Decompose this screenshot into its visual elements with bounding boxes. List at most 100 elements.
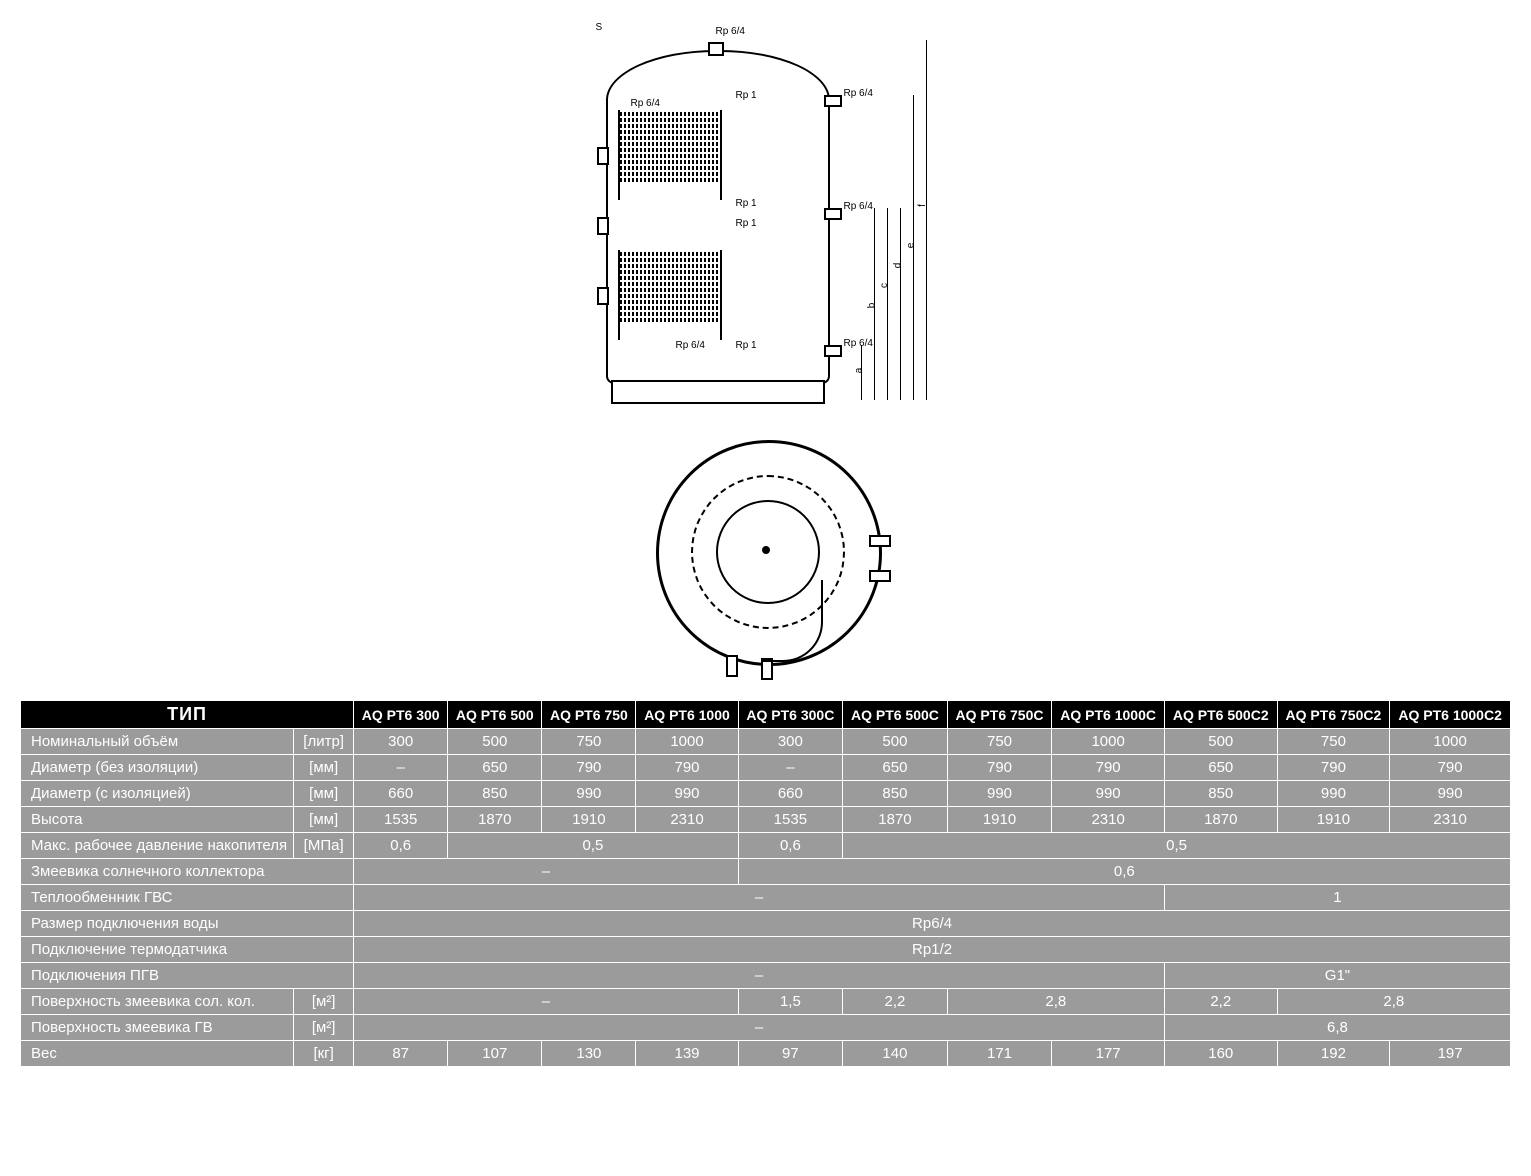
cell: 650 bbox=[1164, 755, 1277, 781]
cell: 300 bbox=[738, 729, 843, 755]
row-label: Макс. рабочее давление накопителя bbox=[21, 833, 294, 859]
cell: 2310 bbox=[1390, 807, 1511, 833]
row-label: Подключение термодатчика bbox=[21, 937, 354, 963]
table-row: Номинальный объём[литр]30050075010003005… bbox=[21, 729, 1511, 755]
header-type: ТИП bbox=[21, 701, 354, 729]
model-5: AQ PT6 500C bbox=[843, 701, 948, 729]
tank-base bbox=[611, 380, 825, 404]
cell: 750 bbox=[947, 729, 1052, 755]
cell: 130 bbox=[542, 1041, 636, 1067]
cell: 990 bbox=[947, 781, 1052, 807]
dim-a-label: a bbox=[853, 368, 864, 374]
rp64-lower-left: Rp 6/4 bbox=[676, 340, 705, 351]
cell: – bbox=[738, 755, 843, 781]
rp64-upper-left: Rp 6/4 bbox=[631, 98, 660, 109]
model-6: AQ PT6 750C bbox=[947, 701, 1052, 729]
cell: 6,8 bbox=[1164, 1015, 1510, 1041]
cell: – bbox=[354, 1015, 1165, 1041]
row-label: Размер подключения воды bbox=[21, 911, 354, 937]
cell: 139 bbox=[636, 1041, 738, 1067]
tank-side-view: Rp 6/4 S Rp 6/4 Rp 1 Rp 1 Rp 1 Rp 1 Rp 6… bbox=[576, 20, 956, 420]
row-unit: [литр] bbox=[294, 729, 354, 755]
cell: 97 bbox=[738, 1041, 843, 1067]
table-row: Высота[мм]153518701910231015351870191023… bbox=[21, 807, 1511, 833]
table-body: Номинальный объём[литр]30050075010003005… bbox=[21, 729, 1511, 1067]
table-row: Диаметр (с изоляцией)[мм]660850990990660… bbox=[21, 781, 1511, 807]
rp1-upper: Rp 1 bbox=[736, 90, 757, 101]
cell: 850 bbox=[843, 781, 948, 807]
cell: 140 bbox=[843, 1041, 948, 1067]
cell: 660 bbox=[354, 781, 448, 807]
cell: 2,8 bbox=[1277, 989, 1510, 1015]
upper-coil bbox=[618, 110, 722, 200]
cell: 171 bbox=[947, 1041, 1052, 1067]
cell: 500 bbox=[1164, 729, 1277, 755]
cell: 660 bbox=[738, 781, 843, 807]
cell: 177 bbox=[1052, 1041, 1165, 1067]
cell: 87 bbox=[354, 1041, 448, 1067]
row-label: Высота bbox=[21, 807, 294, 833]
top-port-right2 bbox=[869, 570, 891, 582]
row-label: Поверхность змеевика ГВ bbox=[21, 1015, 294, 1041]
row-unit: [МПа] bbox=[294, 833, 354, 859]
model-7: AQ PT6 1000C bbox=[1052, 701, 1165, 729]
rp64-r2: Rp 6/4 bbox=[844, 201, 873, 212]
cell: – bbox=[354, 859, 738, 885]
cell: 300 bbox=[354, 729, 448, 755]
model-8: AQ PT6 500C2 bbox=[1164, 701, 1277, 729]
cell: 1910 bbox=[542, 807, 636, 833]
table-header: ТИП AQ PT6 300 AQ PT6 500 AQ PT6 750 AQ … bbox=[21, 701, 1511, 729]
s-label: S bbox=[596, 22, 603, 33]
row-label: Диаметр (с изоляцией) bbox=[21, 781, 294, 807]
rp1-mid2: Rp 1 bbox=[736, 218, 757, 229]
table-row: Диаметр (без изоляции)[мм]–650790790–650… bbox=[21, 755, 1511, 781]
cell: 1535 bbox=[354, 807, 448, 833]
top-port-bottom1 bbox=[726, 655, 738, 677]
cell: 1535 bbox=[738, 807, 843, 833]
cell: 1870 bbox=[448, 807, 542, 833]
cell: 1000 bbox=[1390, 729, 1511, 755]
cell: – bbox=[354, 963, 1165, 989]
cell: 1910 bbox=[947, 807, 1052, 833]
cell: 1870 bbox=[1164, 807, 1277, 833]
tank-top-view bbox=[646, 430, 886, 670]
rp-label-top: Rp 6/4 bbox=[716, 26, 745, 37]
row-unit: [м²] bbox=[294, 989, 354, 1015]
cell: 2,2 bbox=[843, 989, 948, 1015]
cell: 990 bbox=[1277, 781, 1390, 807]
table-row: Подключения ПГВ–G1" bbox=[21, 963, 1511, 989]
row-unit: [кг] bbox=[294, 1041, 354, 1067]
cell: 0,6 bbox=[354, 833, 448, 859]
dim-d bbox=[900, 208, 901, 400]
table-row: Подключение термодатчикаRp1/2 bbox=[21, 937, 1511, 963]
cell: Rp1/2 bbox=[354, 937, 1511, 963]
rp64-r1: Rp 6/4 bbox=[844, 88, 873, 99]
cell: 750 bbox=[1277, 729, 1390, 755]
cell: 192 bbox=[1277, 1041, 1390, 1067]
table-row: Поверхность змеевика сол. кол.[м²]–1,52,… bbox=[21, 989, 1511, 1015]
row-label: Змеевика солнечного коллектора bbox=[21, 859, 354, 885]
cell: 790 bbox=[947, 755, 1052, 781]
dim-f bbox=[926, 40, 927, 400]
top-port-right1 bbox=[869, 535, 891, 547]
diagram-area: Rp 6/4 S Rp 6/4 Rp 1 Rp 1 Rp 1 Rp 1 Rp 6… bbox=[20, 20, 1511, 670]
cell: 790 bbox=[1277, 755, 1390, 781]
cell: 1,5 bbox=[738, 989, 843, 1015]
cell: 790 bbox=[1052, 755, 1165, 781]
row-unit: [мм] bbox=[294, 755, 354, 781]
rp1-lower: Rp 1 bbox=[736, 340, 757, 351]
cell: 990 bbox=[636, 781, 738, 807]
model-2: AQ PT6 750 bbox=[542, 701, 636, 729]
port-l2 bbox=[597, 217, 609, 235]
cell: 850 bbox=[1164, 781, 1277, 807]
cell: 650 bbox=[843, 755, 948, 781]
model-9: AQ PT6 750C2 bbox=[1277, 701, 1390, 729]
table-row: Теплообменник ГВС–1 bbox=[21, 885, 1511, 911]
cell: 790 bbox=[636, 755, 738, 781]
row-unit: [м²] bbox=[294, 1015, 354, 1041]
lower-coil bbox=[618, 250, 722, 340]
row-label: Номинальный объём bbox=[21, 729, 294, 755]
row-label: Вес bbox=[21, 1041, 294, 1067]
row-label: Подключения ПГВ bbox=[21, 963, 354, 989]
cell: 1870 bbox=[843, 807, 948, 833]
